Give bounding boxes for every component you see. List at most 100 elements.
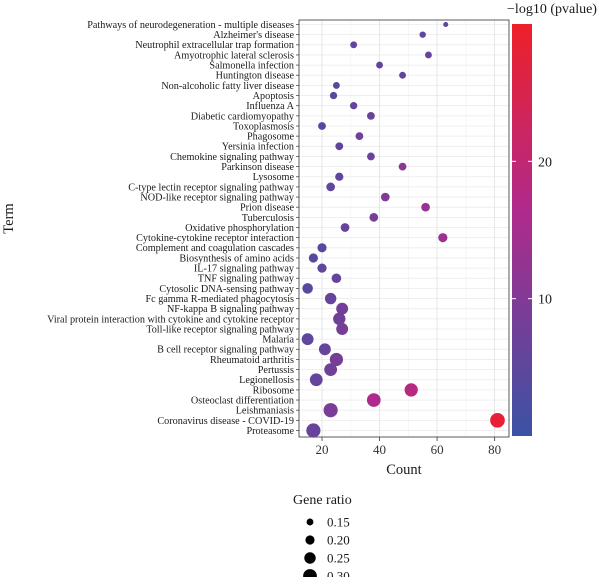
data-point: [324, 363, 338, 376]
data-point: [317, 263, 327, 273]
term-label: Alzheimer's disease: [213, 30, 294, 41]
term-label: B cell receptor signaling pathway: [157, 345, 295, 356]
size-legend-items: 0.150.200.250.300.35: [303, 515, 350, 577]
data-point: [333, 312, 346, 326]
data-point: [367, 111, 375, 120]
data-point: [355, 132, 364, 141]
term-label: TNF signaling pathway: [198, 274, 295, 285]
term-label: Phagosome: [247, 132, 294, 143]
term-label: Leishmaniasis: [236, 406, 294, 417]
term-label: Toxoplasmosis: [233, 121, 294, 132]
term-label: Fc gamma R-mediated phagocytosis: [145, 294, 294, 305]
grid-layer: [299, 20, 509, 437]
data-point: [443, 21, 449, 28]
data-point: [490, 413, 505, 428]
data-point: [309, 373, 323, 387]
term-label: Osteoclast differentiation: [191, 395, 294, 406]
term-label: Cytosolic DNA-sensing pathway: [159, 284, 295, 295]
data-point: [340, 223, 350, 232]
data-point: [329, 352, 344, 367]
x-tick-label: 60: [431, 442, 444, 457]
term-label: Lysosome: [253, 172, 295, 183]
term-label: Proteasome: [246, 426, 294, 437]
term-label: NF-kappa B signaling pathway: [167, 304, 295, 315]
data-point: [421, 202, 430, 212]
term-label: Huntington disease: [216, 71, 295, 82]
term-label: NOD-like receptor signaling pathway: [140, 192, 295, 203]
size-legend-dot: [304, 552, 316, 564]
x-tick-label: 80: [488, 442, 501, 457]
color-legend-title: −log10 (pvalue): [507, 2, 597, 17]
term-label: Diabetic cardiomyopathy: [191, 111, 295, 122]
data-point: [335, 172, 344, 181]
term-label: Apoptosis: [253, 91, 294, 102]
data-point: [335, 142, 344, 151]
x-tick-label: 40: [373, 442, 386, 457]
data-point: [331, 273, 342, 284]
term-label: Neutrophil extracellular trap formation: [135, 40, 294, 51]
term-label: Malaria: [262, 335, 294, 346]
data-point: [332, 81, 340, 89]
data-point: [425, 51, 432, 59]
data-point: [398, 162, 407, 171]
color-legend: −log10 (pvalue) 10 20: [507, 2, 597, 436]
term-label: Influenza A: [246, 101, 294, 112]
point-layer: [301, 21, 505, 438]
size-legend-label: 0.20: [327, 533, 350, 548]
y-tick-layer: Pathways of neurodegeneration - multiple…: [47, 20, 299, 437]
data-point: [326, 182, 335, 192]
data-point: [366, 393, 381, 407]
data-point: [302, 283, 313, 294]
term-label: Complement and coagulation cascades: [136, 243, 294, 254]
data-point: [323, 403, 338, 418]
color-legend-ticks: 10 20: [512, 155, 552, 308]
term-label: Oxidative phosphorylation: [185, 223, 294, 234]
data-point: [301, 333, 314, 346]
data-point: [318, 122, 326, 130]
x-axis-title: Count: [386, 462, 421, 478]
data-point: [317, 243, 327, 253]
term-label: Pertussis: [258, 365, 294, 376]
term-label: Tuberculosis: [242, 213, 294, 224]
data-point: [308, 253, 318, 263]
data-point: [318, 343, 331, 356]
color-legend-tick-label: 10: [538, 293, 552, 308]
size-legend-dot: [303, 569, 317, 577]
size-legend-dot: [305, 535, 315, 545]
term-label: Chemokine signaling pathway: [170, 152, 295, 163]
term-label: Non-alcoholic fatty liver disease: [161, 81, 294, 92]
term-label: Parkinson disease: [221, 162, 294, 173]
data-point: [350, 41, 358, 49]
data-point: [349, 102, 358, 110]
data-point: [419, 31, 426, 38]
size-legend-title: Gene ratio: [293, 493, 352, 508]
y-axis-title: Term: [1, 203, 17, 234]
data-point: [367, 152, 375, 161]
term-label: Toll-like receptor signaling pathway: [146, 324, 295, 335]
term-label: Cytokine-cytokine receptor interaction: [136, 233, 294, 244]
term-label: Ribosome: [253, 385, 295, 396]
data-point: [399, 71, 407, 79]
data-point: [438, 233, 448, 243]
term-label: Legionellosis: [239, 375, 294, 386]
term-label: Rheumatoid arthritis: [210, 355, 294, 366]
term-label: Pathways of neurodegeneration - multiple…: [87, 20, 294, 31]
color-legend-bar: [512, 24, 532, 436]
size-legend-label: 0.25: [327, 551, 350, 566]
size-legend-label: 0.30: [327, 569, 350, 577]
data-point: [336, 302, 349, 315]
term-label: Biosynthesis of amino acids: [179, 253, 294, 264]
data-point: [324, 292, 337, 305]
term-label: Amyotrophic lateral sclerosis: [174, 50, 294, 61]
data-point: [336, 323, 349, 335]
color-legend-tick-label: 20: [538, 155, 552, 170]
term-label: Prion disease: [240, 203, 295, 214]
data-point: [369, 213, 379, 222]
x-tick-layer: 20 40 60 80: [316, 437, 501, 457]
data-point: [306, 423, 321, 438]
term-label: Yersinia infection: [222, 142, 294, 153]
data-point: [329, 91, 338, 100]
data-point: [404, 383, 418, 397]
term-label: C-type lectin receptor signaling pathway: [128, 182, 295, 193]
